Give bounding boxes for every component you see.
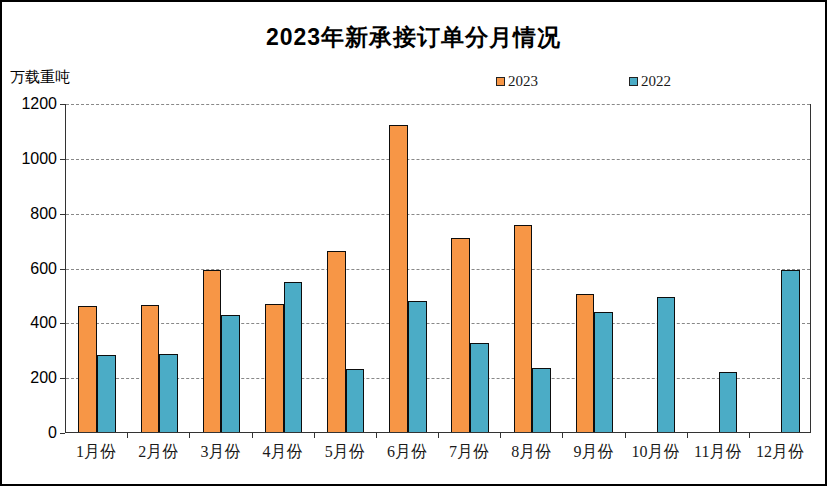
y-tick-label-1200: 1200 xyxy=(2,95,57,113)
bar-2023-2月份 xyxy=(141,305,160,432)
y-tick-mark-400 xyxy=(60,323,65,324)
chart-canvas: 2023年新承接订单分月情况 万载重吨 2023 2022 0 200 400 600… xyxy=(0,0,827,486)
bar-2023-4月份 xyxy=(265,304,284,432)
bar-2022-7月份 xyxy=(470,343,489,432)
y-tick-mark-0 xyxy=(60,433,65,434)
legend-swatch-2022-icon xyxy=(629,77,638,86)
bar-2022-6月份 xyxy=(408,301,427,432)
bar-2022-4月份 xyxy=(284,282,303,432)
gridline-400 xyxy=(66,323,810,324)
y-tick-label-1000: 1000 xyxy=(2,150,57,168)
bar-2023-1月份 xyxy=(78,306,97,432)
bar-2023-5月份 xyxy=(327,251,346,432)
legend-swatch-2023-icon xyxy=(496,77,505,86)
gridline-600 xyxy=(66,269,810,270)
plot-area xyxy=(65,104,811,433)
x-tick-mark-2 xyxy=(189,433,190,438)
bar-2023-6月份 xyxy=(389,125,408,432)
chart-title: 2023年新承接订单分月情况 xyxy=(2,22,825,53)
y-tick-mark-800 xyxy=(60,214,65,215)
x-tick-mark-5 xyxy=(376,433,377,438)
y-tick-label-200: 200 xyxy=(2,369,57,387)
y-tick-label-600: 600 xyxy=(2,260,57,278)
y-tick-mark-1200 xyxy=(60,104,65,105)
bar-2023-3月份 xyxy=(203,270,222,432)
y-axis-unit-label: 万载重吨 xyxy=(10,68,70,87)
bar-2023-8月份 xyxy=(514,225,533,432)
legend-label-2022: 2022 xyxy=(641,73,671,90)
bar-2023-7月份 xyxy=(451,238,470,432)
bar-2023-9月份 xyxy=(576,294,595,432)
bar-2022-10月份 xyxy=(657,297,676,432)
bar-2022-11月份 xyxy=(719,372,738,432)
gridline-1200 xyxy=(66,104,810,105)
legend-label-2023: 2023 xyxy=(508,73,538,90)
legend-item-2022: 2022 xyxy=(629,73,671,90)
bar-2022-5月份 xyxy=(346,369,365,432)
x-tick-mark-3 xyxy=(252,433,253,438)
y-tick-mark-1000 xyxy=(60,159,65,160)
y-tick-mark-600 xyxy=(60,269,65,270)
y-tick-mark-200 xyxy=(60,378,65,379)
bar-2022-9月份 xyxy=(594,312,613,432)
x-tick-mark-6 xyxy=(438,433,439,438)
x-tick-mark-9 xyxy=(625,433,626,438)
x-tick-label-12: 12月份 xyxy=(740,442,820,463)
bar-2022-2月份 xyxy=(159,354,178,432)
x-tick-mark-8 xyxy=(562,433,563,438)
bar-2022-1月份 xyxy=(97,355,116,432)
gridline-800 xyxy=(66,214,810,215)
x-tick-mark-1 xyxy=(127,433,128,438)
bar-2022-3月份 xyxy=(221,315,240,432)
gridline-1000 xyxy=(66,159,810,160)
bar-2022-8月份 xyxy=(532,368,551,432)
x-tick-mark-7 xyxy=(500,433,501,438)
legend-item-2023: 2023 xyxy=(496,73,538,90)
y-tick-label-400: 400 xyxy=(2,314,57,332)
x-tick-mark-10 xyxy=(687,433,688,438)
x-tick-mark-4 xyxy=(314,433,315,438)
bar-2022-12月份 xyxy=(781,270,800,432)
y-tick-label-0: 0 xyxy=(2,424,57,442)
x-tick-mark-11 xyxy=(749,433,750,438)
y-tick-label-800: 800 xyxy=(2,205,57,223)
